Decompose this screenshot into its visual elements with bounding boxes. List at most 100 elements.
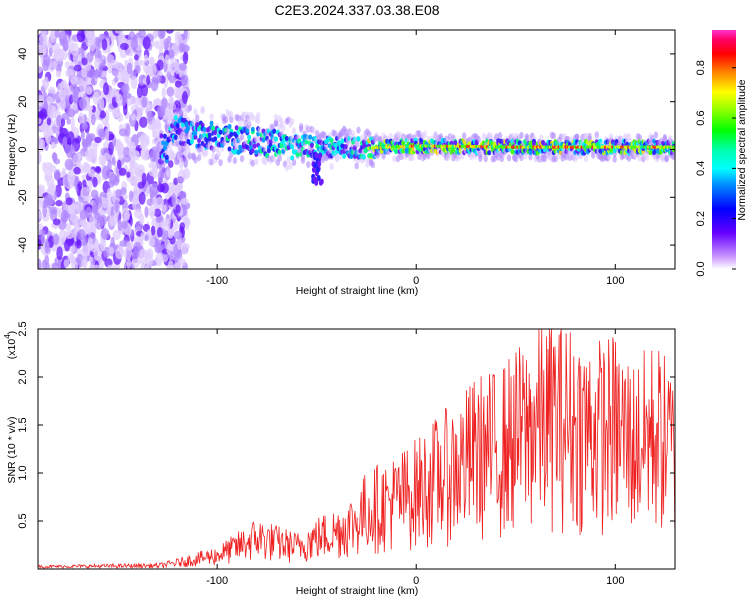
- colorbar-gradient: [712, 30, 736, 269]
- spectrogram-cell: [178, 62, 187, 71]
- spectrogram-cell: [626, 154, 632, 162]
- spectrogram-cell: [38, 110, 46, 119]
- spectrogram-cell: [104, 110, 110, 124]
- spectrogram-cell: [311, 126, 316, 134]
- spectrogram-cell: [75, 176, 80, 185]
- spectrogram-cell: [134, 167, 140, 177]
- spectrogram-cell: [121, 220, 128, 230]
- spectrogram-cell: [38, 184, 46, 193]
- spectrogram-cell: [672, 145, 675, 149]
- spectrogram-cell: [63, 259, 70, 268]
- colorbar-tick-label: 0.0: [695, 261, 707, 276]
- colorbar-ticks: 0.0 0.2 0.4 0.6 0.8: [695, 60, 736, 277]
- top-y-tick-label: 0: [17, 146, 29, 152]
- spectrogram-cell: [154, 242, 162, 254]
- spectrogram-cell: [83, 163, 92, 173]
- spectrogram-cell: [232, 156, 238, 164]
- y-multiplier-base: (x10: [6, 339, 18, 360]
- spectrogram-cell: [58, 229, 67, 243]
- top-y-tick-label: -40: [17, 237, 29, 253]
- spectrogram-cell: [101, 38, 108, 51]
- spectrogram-cell: [95, 166, 102, 174]
- spectrogram-cell: [163, 133, 168, 139]
- spectrogram-cell: [153, 208, 162, 218]
- spectrogram-cell: [178, 132, 184, 140]
- spectrogram-cell: [410, 154, 415, 162]
- spectrogram-cell: [128, 190, 134, 202]
- spectrogram-cell: [268, 139, 273, 145]
- spectrogram-cell: [395, 155, 401, 163]
- spectrogram-cell: [90, 189, 99, 199]
- spectrogram-cell: [165, 218, 171, 225]
- spectrogram-cell: [329, 137, 334, 143]
- colorbar-tick-label: 0.6: [695, 110, 707, 125]
- spectrogram-cell: [184, 218, 190, 230]
- y-multiplier-exp: 4: [3, 334, 12, 339]
- spectrogram-cell: [342, 153, 347, 159]
- top-y-tick-label: -20: [17, 189, 29, 205]
- spectrogram-cell: [122, 154, 131, 163]
- spectrogram-cell: [86, 179, 93, 193]
- spectrogram-cell: [254, 158, 259, 166]
- spectrogram-cell: [607, 153, 612, 161]
- spectrogram-cell: [183, 30, 188, 40]
- spectrogram-cell: [157, 170, 164, 183]
- spectrogram-cell: [519, 154, 524, 162]
- spectrogram-cell: [90, 77, 96, 86]
- spectrogram-cell: [122, 193, 128, 200]
- bottom-y-tick-label: 2.0: [17, 369, 29, 384]
- spectrogram-cell: [60, 96, 66, 111]
- spectrogram-cell: [291, 127, 297, 135]
- spectrogram-cell: [180, 242, 188, 255]
- spectrogram-cell: [165, 30, 174, 34]
- spectrogram-marks: [38, 30, 675, 269]
- spectrogram-cell: [286, 156, 291, 164]
- spectrogram-cell: [277, 149, 282, 155]
- spectrogram-cell: [648, 150, 653, 156]
- spectrogram-cell: [60, 210, 70, 223]
- spectrogram-cell: [89, 41, 96, 52]
- bottom-y-axis-label: SNR (10 * v/v): [6, 416, 18, 483]
- spectrogram-cell: [183, 157, 188, 168]
- spectrogram-cell: [92, 176, 98, 188]
- spectrogram-cell: [288, 162, 293, 170]
- spectrogram-cell: [174, 80, 182, 88]
- spectrogram-cell: [87, 68, 97, 79]
- spectrogram-cell: [227, 123, 232, 130]
- spectrogram-cell: [168, 113, 173, 121]
- spectrogram-cell: [374, 134, 379, 142]
- spectrogram-cell: [66, 118, 71, 125]
- spectrogram-cell: [38, 258, 42, 269]
- spectrogram-cell: [202, 126, 207, 133]
- spectrogram-cell: [148, 64, 153, 77]
- spectrogram-cell: [255, 111, 261, 119]
- spectrogram-cell: [64, 61, 71, 69]
- spectrogram-cell: [478, 151, 483, 159]
- spectrogram-cell: [445, 153, 451, 161]
- spectrogram-cell: [160, 107, 165, 116]
- spectrogram-cell: [397, 131, 402, 139]
- spectrogram-cell: [140, 262, 146, 269]
- spectrogram-cell: [250, 113, 255, 121]
- spectrogram-cell: [241, 111, 247, 119]
- spectrogram-cell: [103, 141, 110, 150]
- spectrogram-cell: [662, 133, 668, 141]
- spectrogram-cell: [117, 159, 122, 170]
- bottom-x-tick-label: 0: [413, 575, 419, 587]
- spectrogram-cell: [76, 229, 86, 241]
- spectrogram-cell: [456, 153, 462, 161]
- spectrogram-cell: [273, 119, 279, 127]
- spectrogram-cell: [72, 89, 79, 104]
- spectrogram-cell: [146, 75, 151, 86]
- spectrogram-cell: [204, 149, 209, 157]
- spectrogram-cell: [574, 133, 580, 141]
- spectrogram-cell: [207, 136, 212, 142]
- spectrogram-cell: [178, 150, 184, 158]
- spectrogram-cell: [163, 145, 168, 151]
- spectrogram-cell: [38, 94, 45, 107]
- spectrogram-cell: [528, 149, 533, 156]
- spectrogram-cell: [66, 170, 76, 184]
- spectrogram-cell: [99, 97, 105, 111]
- spectrogram-cell: [290, 155, 295, 161]
- spectrogram-cell: [583, 132, 589, 140]
